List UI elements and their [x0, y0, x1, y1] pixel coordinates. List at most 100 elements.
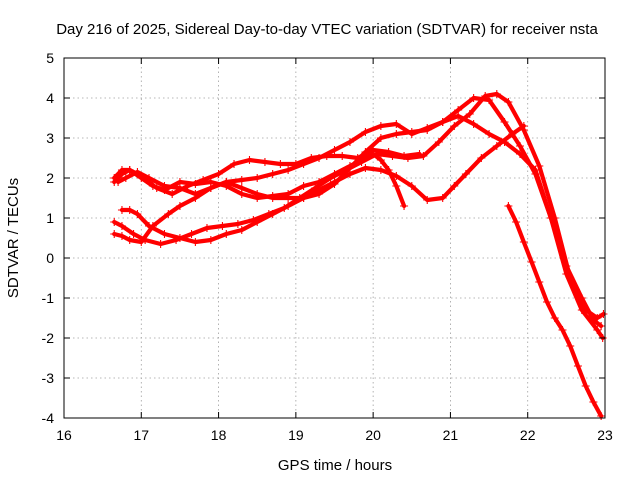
data-point — [117, 232, 126, 240]
data-point — [148, 222, 157, 230]
data-point — [512, 218, 521, 226]
data-point — [114, 178, 123, 186]
data-point — [593, 326, 602, 334]
data-point — [172, 236, 181, 244]
data-point — [330, 180, 339, 188]
data-point — [469, 94, 478, 102]
data-point — [191, 190, 200, 198]
data-point — [403, 154, 412, 162]
data-point — [160, 182, 169, 190]
data-point — [450, 182, 459, 190]
x-tick-label: 22 — [520, 427, 536, 443]
data-point — [237, 184, 246, 192]
series-track-5 — [114, 112, 607, 342]
data-point — [361, 164, 370, 172]
data-point — [558, 326, 567, 334]
data-point — [376, 166, 385, 174]
data-point — [519, 238, 528, 246]
data-point — [376, 156, 385, 164]
data-point — [230, 160, 239, 168]
data-point — [125, 236, 134, 244]
data-point — [361, 148, 370, 156]
data-point — [129, 230, 138, 238]
data-point — [597, 412, 606, 420]
data-point — [233, 220, 242, 228]
data-point — [145, 174, 154, 182]
data-point — [206, 236, 215, 244]
data-point — [373, 150, 382, 158]
x-tick-label: 16 — [56, 427, 72, 443]
data-point — [388, 152, 397, 160]
data-point — [268, 194, 277, 202]
y-tick-label: 3 — [46, 130, 54, 146]
data-point — [423, 126, 432, 134]
x-axis-label: GPS time / hours — [278, 457, 392, 474]
data-point — [515, 150, 524, 158]
x-tick-label: 18 — [211, 427, 227, 443]
data-point — [342, 166, 351, 174]
y-tick-label: -1 — [42, 290, 55, 306]
data-point — [315, 190, 324, 198]
data-point — [543, 298, 552, 306]
data-point — [237, 176, 246, 184]
data-point — [299, 182, 308, 190]
data-point — [461, 170, 470, 178]
data-point — [376, 122, 385, 130]
data-point — [222, 230, 231, 238]
data-point — [156, 240, 165, 248]
data-point — [175, 202, 184, 210]
data-point — [187, 230, 196, 238]
data-point — [214, 170, 223, 178]
y-tick-label: 2 — [46, 170, 54, 186]
series-track-6 — [110, 90, 608, 322]
data-point — [245, 156, 254, 164]
data-point — [589, 398, 598, 406]
data-point — [450, 122, 459, 130]
series-layer — [110, 90, 608, 420]
data-point — [191, 238, 200, 246]
data-point — [469, 120, 478, 128]
data-point — [531, 166, 540, 174]
data-point — [492, 142, 501, 150]
data-point — [519, 126, 528, 134]
data-point — [535, 162, 544, 170]
y-axis-label: SDTVAR / TECUs — [5, 178, 22, 298]
data-point — [202, 224, 211, 232]
data-point — [500, 118, 509, 126]
data-point — [527, 258, 536, 266]
y-tick-label: -3 — [42, 370, 55, 386]
data-point — [218, 222, 227, 230]
data-point — [264, 210, 273, 218]
y-tick-label: -4 — [42, 410, 55, 426]
data-point — [125, 206, 134, 214]
data-point — [117, 166, 126, 174]
data-point — [550, 314, 559, 322]
data-point — [110, 174, 119, 182]
data-point — [117, 206, 126, 214]
x-tick-label: 20 — [365, 427, 381, 443]
data-point — [535, 278, 544, 286]
data-point — [280, 204, 289, 212]
series-line — [116, 113, 605, 341]
y-tick-label: 1 — [46, 210, 54, 226]
data-point — [550, 214, 559, 222]
data-point — [253, 190, 262, 198]
data-point — [492, 90, 501, 98]
data-point — [164, 210, 173, 218]
data-point — [477, 154, 486, 162]
data-point — [566, 274, 575, 282]
data-point — [330, 146, 339, 154]
data-point — [481, 92, 490, 100]
data-point — [419, 152, 428, 160]
data-point — [311, 184, 320, 192]
data-point — [338, 152, 347, 160]
data-point — [249, 216, 258, 224]
data-point — [141, 236, 150, 244]
x-tick-label: 23 — [597, 427, 613, 443]
data-point — [392, 130, 401, 138]
data-point — [423, 196, 432, 204]
data-point — [573, 362, 582, 370]
data-point — [110, 230, 119, 238]
